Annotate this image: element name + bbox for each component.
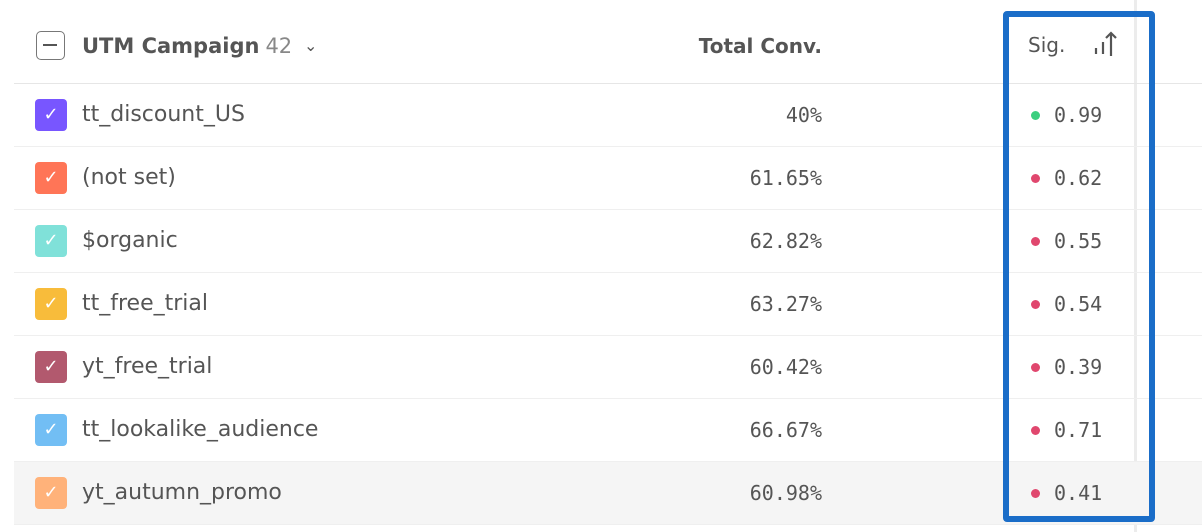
campaign-name: $organic — [82, 228, 178, 253]
check-icon: ✓ — [43, 230, 59, 251]
row-checkbox[interactable]: ✓ — [35, 99, 67, 131]
table-row[interactable]: ✓ yt_autumn_promo 60.98% 0.41 — [14, 462, 1202, 525]
significance-dot — [1031, 489, 1040, 498]
significance-value: 0.71 — [1054, 418, 1103, 442]
significance-value: 0.55 — [1054, 229, 1103, 253]
total-conv-value: 61.65% — [749, 166, 822, 190]
campaign-name: tt_discount_US — [82, 102, 245, 127]
row-checkbox[interactable]: ✓ — [35, 162, 67, 194]
row-checkbox[interactable]: ✓ — [35, 288, 67, 320]
check-icon: ✓ — [43, 167, 59, 188]
chevron-down-icon[interactable]: ⌄ — [304, 36, 318, 55]
significance-dot — [1031, 174, 1040, 183]
check-icon: ✓ — [43, 356, 59, 377]
row-checkbox[interactable]: ✓ — [35, 351, 67, 383]
table-row[interactable]: ✓ tt_discount_US 40% 0.99 — [14, 84, 1202, 147]
table-row[interactable]: ✓ yt_free_trial 60.42% 0.39 — [14, 336, 1202, 399]
check-icon: ✓ — [43, 482, 59, 503]
campaign-name: (not set) — [82, 165, 176, 190]
check-icon: ✓ — [43, 419, 59, 440]
table-row[interactable]: ✓ tt_free_trial 63.27% 0.54 — [14, 273, 1202, 336]
table-header: UTM Campaign 42 ⌄ Total Conv. Sig. — [14, 0, 1202, 84]
check-icon: ✓ — [43, 293, 59, 314]
column-divider — [1134, 0, 1137, 532]
total-conv-value: 60.98% — [749, 481, 822, 505]
total-conv-value: 60.42% — [749, 355, 822, 379]
significance-dot — [1031, 300, 1040, 309]
table-row[interactable]: ✓ $organic 62.82% 0.55 — [14, 210, 1202, 273]
significance-value: 0.62 — [1054, 166, 1103, 190]
total-conv-value: 63.27% — [749, 292, 822, 316]
significance-value: 0.99 — [1054, 103, 1103, 127]
significance-value: 0.54 — [1054, 292, 1103, 316]
total-conv-value: 40% — [785, 103, 822, 127]
header-count: 42 — [265, 34, 293, 58]
significance-dot — [1031, 237, 1040, 246]
campaign-name: yt_free_trial — [82, 354, 213, 379]
significance-dot — [1031, 363, 1040, 372]
select-all-checkbox[interactable] — [36, 31, 65, 60]
table-row[interactable]: ✓ tt_lookalike_audience 66.67% 0.71 — [14, 399, 1202, 462]
significance-value: 0.41 — [1054, 481, 1103, 505]
sort-ascending-icon[interactable] — [1092, 30, 1120, 60]
total-conv-value: 62.82% — [749, 229, 822, 253]
campaign-name: yt_autumn_promo — [82, 480, 282, 505]
campaign-name: tt_free_trial — [82, 291, 209, 316]
column-header-sig[interactable]: Sig. — [1028, 33, 1066, 57]
row-checkbox[interactable]: ✓ — [35, 414, 67, 446]
total-conv-value: 66.67% — [749, 418, 822, 442]
check-icon: ✓ — [43, 104, 59, 125]
table-row[interactable]: ✓ (not set) 61.65% 0.62 — [14, 147, 1202, 210]
row-checkbox[interactable]: ✓ — [35, 225, 67, 257]
header-title: UTM Campaign — [82, 34, 260, 58]
campaign-name: tt_lookalike_audience — [82, 417, 319, 442]
significance-value: 0.39 — [1054, 355, 1103, 379]
row-checkbox[interactable]: ✓ — [35, 477, 67, 509]
column-header-total-conv[interactable]: Total Conv. — [698, 34, 822, 58]
significance-dot — [1031, 111, 1040, 120]
significance-dot — [1031, 426, 1040, 435]
column-header-campaign[interactable]: UTM Campaign 42 — [82, 34, 292, 58]
